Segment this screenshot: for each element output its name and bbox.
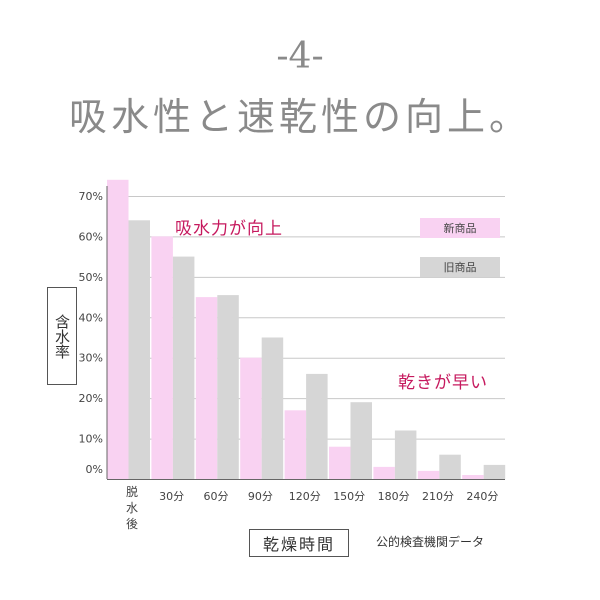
y-tick-labels: 0% 10% 20% 30% 40% 50% 60% 70% — [79, 190, 103, 476]
x-tick-label: 180分 — [378, 490, 410, 503]
x-tick-label: 脱 — [126, 484, 138, 499]
section-number: -4- — [276, 36, 324, 77]
bar-old-product — [261, 337, 284, 479]
x-tick-label: 120分 — [289, 490, 321, 503]
bar-new-product — [195, 297, 218, 479]
y-tick-label: 50% — [79, 271, 103, 284]
legend-label: 旧商品 — [444, 260, 477, 274]
bar-new-product — [373, 466, 395, 479]
bar-old-product — [172, 256, 195, 479]
y-tick-label: 10% — [79, 433, 103, 446]
legend-label: 新商品 — [444, 221, 477, 235]
bar-new-product — [284, 410, 307, 479]
bar-old-product — [439, 454, 461, 479]
y-tick-label: 70% — [79, 190, 103, 203]
bar-new-product — [417, 470, 440, 479]
annotation-absorption: 吸水力が向上 — [175, 219, 283, 239]
bar-new-product — [329, 446, 351, 479]
bar-old-product — [394, 430, 417, 479]
y-tick-label: 20% — [79, 392, 103, 405]
y-tick-label: 40% — [79, 311, 103, 324]
y-tick-label: 0% — [86, 463, 103, 476]
legend-swatch-new — [420, 218, 500, 238]
bar-new-product — [107, 179, 129, 480]
bar-old-product — [350, 402, 372, 479]
x-tick-label: 後 — [126, 517, 138, 531]
bar-new-product — [462, 475, 484, 479]
x-tick-label: 60分 — [204, 490, 229, 503]
x-tick-label: 240分 — [466, 490, 498, 503]
bar-new-product — [151, 236, 173, 479]
annotation-fast-dry: 乾きが早い — [398, 373, 488, 393]
x-axis-label: 乾燥時間 — [249, 529, 349, 557]
y-tick-label: 60% — [79, 230, 103, 243]
bars — [107, 179, 506, 480]
x-tick-label: 90分 — [248, 490, 273, 503]
x-tick-labels: 脱水後 30分 60分 90分 120分 150分 180分 210分 240分 — [126, 484, 498, 531]
y-tick-label: 30% — [79, 352, 103, 365]
x-tick-label: 30分 — [159, 490, 184, 503]
legend-swatch-old — [420, 257, 500, 277]
x-tick-label: 210分 — [422, 490, 454, 503]
bar-old-product — [483, 464, 506, 479]
page-title: 吸水性と速乾性の向上。 — [68, 95, 531, 139]
bar-old-product — [306, 373, 328, 479]
source-note: 公的検査機関データ — [376, 535, 485, 549]
y-axis-label: 含水率 — [47, 287, 77, 385]
bar-old-product — [217, 295, 239, 479]
x-tick-label: 150分 — [333, 490, 365, 503]
x-tick-label: 水 — [126, 501, 138, 515]
bar-old-product — [128, 220, 150, 480]
bar-new-product — [240, 357, 262, 479]
axes — [106, 186, 505, 480]
